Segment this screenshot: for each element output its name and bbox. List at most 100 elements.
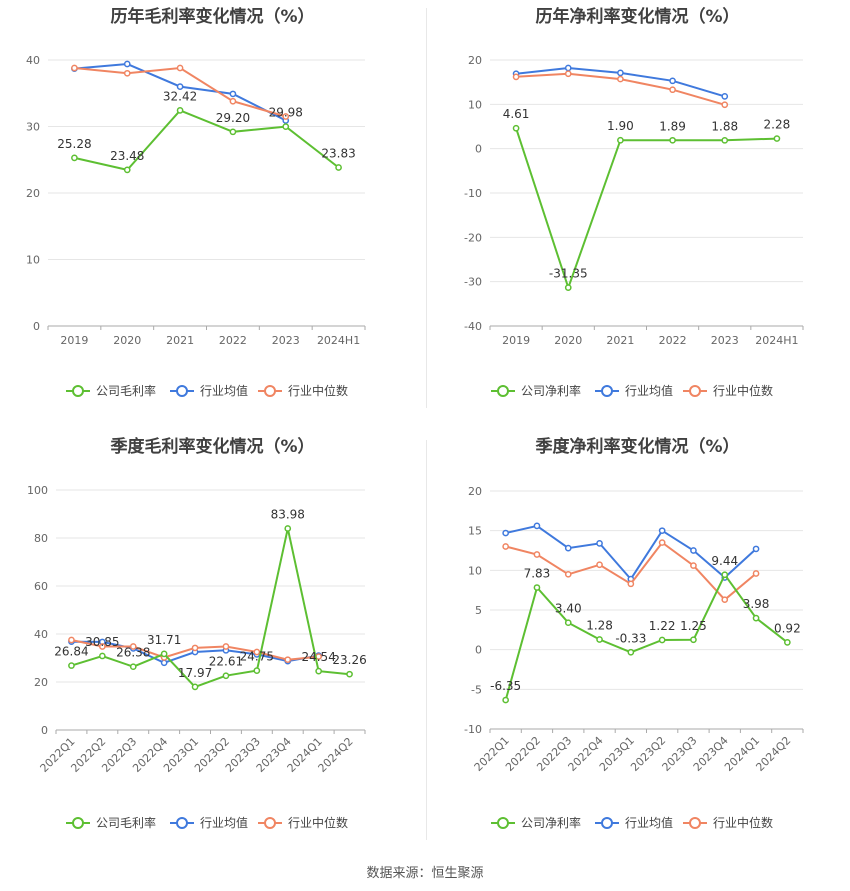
data-label: 1.22	[649, 619, 676, 633]
data-point	[315, 667, 322, 675]
data-label: 24.75	[240, 650, 274, 664]
data-point	[502, 696, 510, 704]
data-point	[68, 636, 75, 644]
legend-item-industry-median[interactable]: 行业中位数	[683, 815, 773, 830]
data-point	[346, 670, 353, 678]
legend-marker-icon	[601, 817, 613, 829]
x-tick-label: 2023	[711, 334, 739, 347]
data-point	[721, 596, 729, 604]
data-point	[669, 86, 676, 94]
data-point	[669, 77, 676, 85]
legend-item-company[interactable]: 公司净利率	[491, 815, 581, 830]
legend-marker-icon	[689, 817, 701, 829]
legend-item-industry-avg[interactable]: 行业均值	[595, 383, 673, 398]
data-point	[123, 60, 131, 68]
data-label: 4.61	[503, 107, 530, 121]
y-tick-label: 30	[26, 121, 40, 134]
data-point	[253, 648, 261, 656]
legend-label: 行业中位数	[713, 815, 773, 830]
data-point	[627, 580, 635, 588]
data-label: 83.98	[271, 507, 305, 521]
y-tick-label: -10	[464, 723, 482, 736]
y-tick-label: -10	[464, 187, 482, 200]
legend-label: 公司净利率	[521, 815, 581, 830]
chart-panel-annual-gross-margin: 历年毛利率变化情况（%） 0 10 20 30 40 2019 2020 2021 2022 20…	[0, 0, 425, 430]
legend-marker-icon	[264, 817, 276, 829]
legend-item-industry-median[interactable]: 行业中位数	[683, 383, 773, 398]
data-point	[564, 544, 572, 552]
data-point	[129, 643, 137, 650]
data-point	[617, 136, 624, 144]
annual-net-margin-chart: -40 -30 -20 -10 0 10 20 2019 2020 2021 2022 2023 202…	[464, 54, 804, 398]
data-point	[512, 73, 520, 81]
x-tick-label: 2022	[219, 334, 247, 347]
quarterly-gross-margin-chart: 0204060801002022Q12022Q22022Q32022Q42023…	[27, 484, 367, 830]
data-point	[99, 643, 106, 650]
x-tick-label: 2021	[166, 334, 194, 347]
data-point	[564, 70, 572, 78]
legend-item-industry-avg[interactable]: 行业均值	[170, 383, 248, 398]
quarterly-net-margin-chart: -10-5051015202022Q12022Q22022Q32022Q4202…	[464, 485, 804, 830]
x-tick-label: 2020	[554, 334, 582, 347]
data-point	[773, 135, 781, 142]
data-label: 30.85	[85, 635, 119, 649]
data-label: 3.98	[743, 597, 770, 611]
y-tick-label: 20	[26, 187, 40, 200]
y-tick-label: -40	[464, 320, 482, 333]
data-label: 1.28	[586, 619, 613, 633]
legend-marker-icon	[497, 385, 509, 397]
legend-item-industry-median[interactable]: 行业中位数	[258, 383, 348, 398]
data-point	[533, 584, 541, 591]
data-point	[99, 652, 106, 660]
data-point	[502, 529, 510, 537]
data-label: 26.38	[116, 646, 150, 660]
legend-marker-icon	[689, 385, 701, 397]
y-tick-label: -20	[464, 231, 482, 244]
x-tick-label: 2022	[659, 334, 687, 347]
legend-marker-icon	[497, 817, 509, 829]
legend-marker-icon	[176, 385, 188, 397]
data-point	[596, 540, 603, 547]
data-label: -0.33	[615, 631, 646, 645]
data-point	[721, 101, 729, 109]
chart-title: 历年毛利率变化情况（%）	[110, 7, 315, 27]
legend-label: 行业均值	[200, 383, 248, 398]
legend-item-company[interactable]: 公司毛利率	[66, 383, 156, 398]
legend-item-company[interactable]: 公司毛利率	[66, 815, 156, 830]
data-point	[71, 154, 78, 162]
data-label: 9.44	[711, 554, 738, 568]
legend-label: 行业中位数	[713, 383, 773, 398]
data-point	[658, 527, 666, 535]
series-line-company	[71, 528, 350, 689]
legend-item-industry-avg[interactable]: 行业均值	[170, 815, 248, 830]
data-point	[658, 539, 666, 546]
legend-item-industry-median[interactable]: 行业中位数	[258, 815, 348, 830]
y-tick-label: 15	[468, 525, 482, 538]
y-tick-label: 10	[468, 98, 482, 111]
y-tick-label: 100	[27, 484, 48, 497]
x-tick-label: 2024Q2	[753, 734, 793, 774]
data-point	[596, 636, 603, 643]
data-point	[176, 107, 184, 114]
data-point	[282, 123, 290, 130]
data-point	[690, 636, 697, 644]
legend-item-industry-avg[interactable]: 行业均值	[595, 815, 673, 830]
data-point	[129, 663, 137, 671]
data-label: 25.28	[57, 137, 91, 151]
data-point	[721, 571, 729, 579]
chart-title: 季度毛利率变化情况（%）	[110, 437, 315, 457]
panel-divider-bottom	[426, 440, 427, 840]
data-label: 32.42	[163, 89, 197, 103]
y-tick-label: 20	[468, 485, 482, 498]
legend-marker-icon	[264, 385, 276, 397]
data-label: 7.83	[524, 567, 551, 581]
legend-label: 行业均值	[625, 815, 673, 830]
data-point	[617, 75, 624, 83]
data-point	[564, 570, 572, 578]
y-tick-label: 40	[34, 628, 48, 641]
data-label: 1.90	[607, 119, 634, 133]
chart-panel-quarterly-net-margin: 季度净利率变化情况（%） -10 -5 0 5 10 15 20 2022Q1 2022Q2 20…	[425, 430, 850, 860]
data-label: 3.40	[555, 602, 582, 616]
data-label: 2.28	[764, 118, 791, 132]
legend-item-company[interactable]: 公司净利率	[491, 383, 581, 398]
